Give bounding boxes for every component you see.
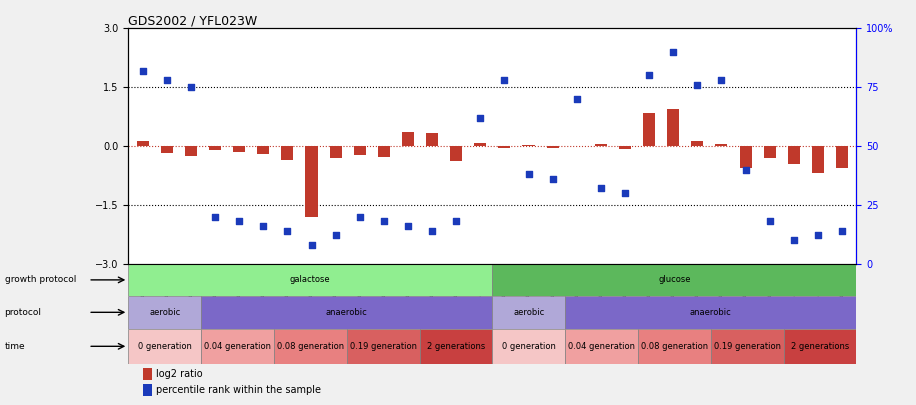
Point bbox=[787, 237, 802, 243]
Bar bbox=[836, 146, 848, 168]
Point bbox=[256, 223, 270, 229]
Point bbox=[425, 228, 440, 234]
Text: anaerobic: anaerobic bbox=[690, 308, 732, 317]
Point bbox=[497, 77, 512, 83]
Point bbox=[666, 49, 681, 55]
Point bbox=[376, 218, 391, 224]
Text: anaerobic: anaerobic bbox=[326, 308, 367, 317]
Point bbox=[473, 115, 487, 121]
Bar bbox=[547, 146, 559, 147]
Point bbox=[545, 176, 560, 182]
Point bbox=[304, 242, 319, 248]
Text: time: time bbox=[5, 342, 26, 351]
Bar bbox=[764, 146, 776, 158]
Point bbox=[280, 228, 295, 234]
Bar bbox=[330, 146, 342, 158]
Text: 0 generation: 0 generation bbox=[502, 342, 556, 351]
Text: galactose: galactose bbox=[290, 275, 331, 284]
Bar bbox=[493, 328, 565, 364]
Point bbox=[617, 190, 632, 196]
Point bbox=[232, 218, 246, 224]
Point bbox=[136, 68, 150, 74]
Bar bbox=[493, 264, 856, 296]
Bar bbox=[128, 296, 202, 328]
Bar bbox=[522, 145, 535, 146]
Bar bbox=[143, 384, 151, 396]
Bar bbox=[739, 146, 751, 168]
Bar bbox=[812, 146, 823, 173]
Bar bbox=[274, 328, 346, 364]
Bar bbox=[185, 146, 197, 156]
Bar bbox=[498, 146, 510, 148]
Text: 2 generations: 2 generations bbox=[791, 342, 849, 351]
Text: glucose: glucose bbox=[659, 275, 691, 284]
Point bbox=[690, 81, 704, 88]
Bar bbox=[143, 369, 151, 380]
Bar bbox=[128, 328, 202, 364]
Bar bbox=[474, 143, 486, 146]
Bar bbox=[715, 144, 727, 146]
Bar bbox=[136, 141, 148, 146]
Bar bbox=[402, 132, 414, 146]
Text: 0.19 generation: 0.19 generation bbox=[714, 342, 780, 351]
Bar bbox=[257, 146, 269, 154]
Text: 0 generation: 0 generation bbox=[137, 342, 191, 351]
Point bbox=[353, 213, 367, 220]
Text: 2 generations: 2 generations bbox=[427, 342, 485, 351]
Text: aerobic: aerobic bbox=[149, 308, 180, 317]
Bar bbox=[692, 141, 703, 146]
Bar bbox=[202, 296, 493, 328]
Bar bbox=[161, 146, 173, 153]
Bar bbox=[565, 328, 638, 364]
Bar bbox=[234, 146, 245, 152]
Text: log2 ratio: log2 ratio bbox=[156, 369, 202, 379]
Bar bbox=[667, 109, 680, 146]
Bar bbox=[565, 296, 856, 328]
Point bbox=[521, 171, 536, 177]
Point bbox=[159, 77, 174, 83]
Point bbox=[208, 213, 223, 220]
Point bbox=[449, 218, 463, 224]
Point bbox=[834, 228, 849, 234]
Point bbox=[714, 77, 729, 83]
Point bbox=[570, 96, 584, 102]
Text: growth protocol: growth protocol bbox=[5, 275, 76, 284]
Bar bbox=[450, 146, 463, 161]
Point bbox=[400, 223, 415, 229]
Point bbox=[642, 72, 657, 79]
Point bbox=[811, 232, 825, 239]
Bar bbox=[643, 113, 655, 146]
Bar bbox=[711, 328, 784, 364]
Bar bbox=[305, 146, 318, 217]
Point bbox=[328, 232, 343, 239]
Text: 0.04 generation: 0.04 generation bbox=[204, 342, 271, 351]
Bar bbox=[202, 328, 274, 364]
Text: 0.19 generation: 0.19 generation bbox=[350, 342, 417, 351]
Bar bbox=[281, 146, 293, 160]
Bar bbox=[784, 328, 856, 364]
Bar bbox=[346, 328, 420, 364]
Bar bbox=[128, 264, 493, 296]
Text: 0.08 generation: 0.08 generation bbox=[277, 342, 344, 351]
Text: 0.04 generation: 0.04 generation bbox=[568, 342, 635, 351]
Bar bbox=[420, 328, 493, 364]
Bar bbox=[354, 146, 365, 155]
Point bbox=[762, 218, 777, 224]
Bar bbox=[377, 146, 390, 157]
Bar bbox=[493, 296, 565, 328]
Point bbox=[594, 185, 608, 192]
Text: 0.08 generation: 0.08 generation bbox=[641, 342, 708, 351]
Bar bbox=[638, 328, 711, 364]
Point bbox=[738, 166, 753, 173]
Bar bbox=[209, 146, 221, 150]
Text: percentile rank within the sample: percentile rank within the sample bbox=[156, 385, 321, 395]
Text: protocol: protocol bbox=[5, 308, 41, 317]
Text: aerobic: aerobic bbox=[513, 308, 544, 317]
Bar bbox=[619, 146, 631, 149]
Bar bbox=[594, 144, 607, 146]
Bar bbox=[426, 134, 438, 146]
Text: GDS2002 / YFL023W: GDS2002 / YFL023W bbox=[128, 14, 257, 27]
Bar bbox=[788, 146, 800, 164]
Point bbox=[183, 84, 198, 90]
